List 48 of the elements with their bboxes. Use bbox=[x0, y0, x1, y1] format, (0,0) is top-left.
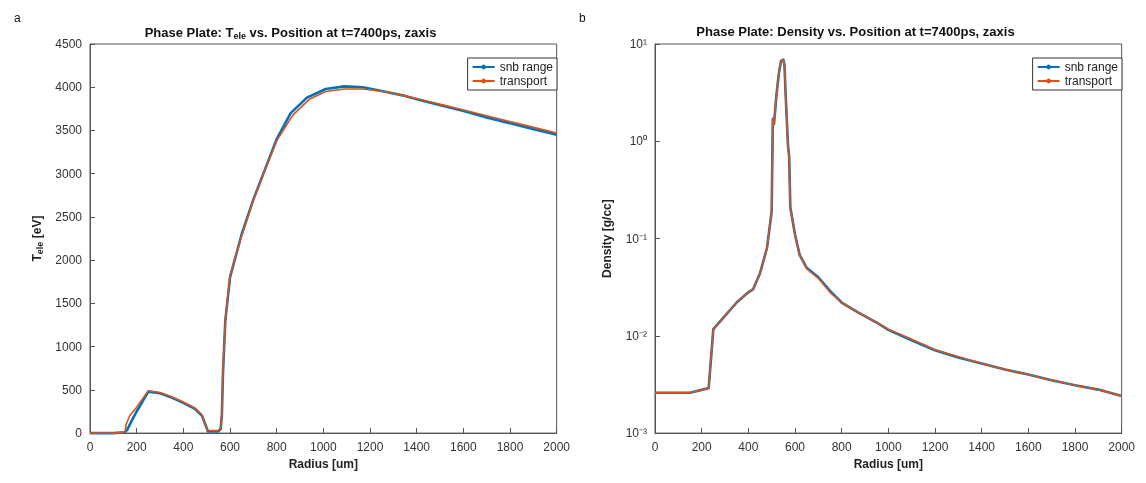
y-tick-label: 500 bbox=[61, 382, 83, 397]
y-tick-label: 2000 bbox=[55, 253, 83, 268]
x-tick-label: 0 bbox=[651, 440, 659, 455]
y-tick-label: 10⁻² bbox=[625, 328, 647, 343]
x-axis-title: Radius [um] bbox=[288, 457, 358, 471]
chart-title: Phase Plate: Density vs. Position at t=7400ps, zaxis bbox=[696, 24, 1015, 39]
x-tick-label: 1400 bbox=[968, 440, 996, 455]
x-tick-label: 2000 bbox=[1108, 440, 1136, 455]
x-tick-label: 800 bbox=[266, 440, 287, 455]
x-tick-label: 200 bbox=[691, 440, 712, 455]
y-tick-label: 10⁻¹ bbox=[625, 231, 647, 246]
y-tick-label: 3000 bbox=[55, 166, 83, 181]
x-tick-label: 0 bbox=[86, 440, 94, 455]
y-axis-title: Density [g/cc] bbox=[600, 199, 614, 278]
x-tick-label: 600 bbox=[784, 440, 806, 455]
x-tick-label: 1600 bbox=[449, 440, 477, 455]
legend-label: transport bbox=[499, 74, 548, 88]
x-tick-label: 1000 bbox=[874, 440, 902, 455]
y-tick-label: 4000 bbox=[55, 80, 83, 95]
legend-label: snb range bbox=[499, 60, 554, 74]
x-tick-label: 400 bbox=[173, 440, 194, 455]
y-tick-label: 3500 bbox=[55, 123, 83, 138]
y-tick-label: 4500 bbox=[55, 37, 83, 51]
y-tick-label: 1000 bbox=[55, 339, 83, 354]
text: b bbox=[579, 11, 586, 25]
x-axis-title: Radius [um] bbox=[853, 457, 923, 471]
y-tick-label: 10¹ bbox=[629, 37, 647, 51]
x-tick-label: 1800 bbox=[496, 440, 524, 455]
text: a bbox=[14, 11, 21, 25]
y-axis-title: Tele [eV] bbox=[29, 215, 45, 262]
x-tick-label: 1200 bbox=[356, 440, 384, 455]
x-tick-label: 1800 bbox=[1061, 440, 1089, 455]
y-tick-label: 0 bbox=[75, 426, 83, 441]
y-tick-label: 2500 bbox=[55, 209, 83, 224]
x-tick-label: 1400 bbox=[403, 440, 431, 455]
legend-label: transport bbox=[1064, 74, 1113, 88]
y-tick-label: 10⁻³ bbox=[625, 426, 647, 441]
x-tick-label: 800 bbox=[831, 440, 852, 455]
y-tick-label: 10⁰ bbox=[629, 134, 647, 149]
y-tick-label: 1500 bbox=[55, 296, 83, 311]
x-tick-label: 1200 bbox=[921, 440, 949, 455]
x-tick-label: 600 bbox=[219, 440, 241, 455]
legend-label: snb range bbox=[1064, 60, 1119, 74]
x-tick-label: 2000 bbox=[543, 440, 571, 455]
x-tick-label: 1000 bbox=[309, 440, 337, 455]
x-tick-label: 1600 bbox=[1014, 440, 1042, 455]
x-tick-label: 400 bbox=[738, 440, 759, 455]
x-tick-label: 200 bbox=[126, 440, 147, 455]
